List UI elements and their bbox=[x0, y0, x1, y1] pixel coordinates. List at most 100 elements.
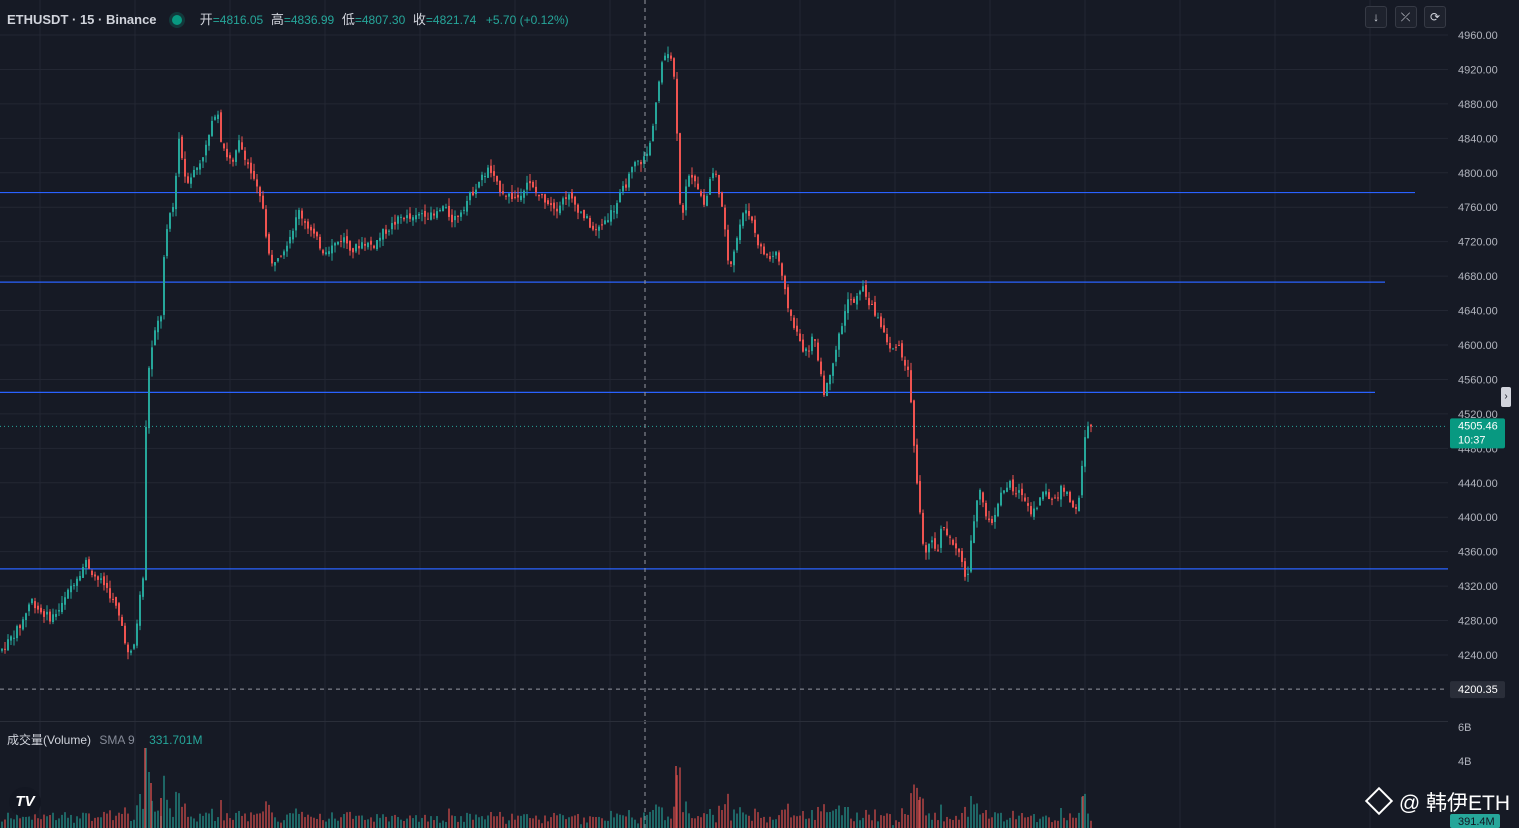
volume-bar bbox=[628, 810, 630, 828]
volume-bar bbox=[298, 813, 300, 828]
candle-body bbox=[727, 229, 729, 261]
symbol-title[interactable]: ETHUSDT · 15 · Binance bbox=[7, 12, 157, 27]
volume-bar bbox=[310, 816, 312, 828]
volume-bar bbox=[961, 812, 963, 828]
candle-body bbox=[991, 518, 993, 523]
volume-bar bbox=[253, 814, 255, 828]
candle-body bbox=[109, 588, 111, 599]
candle-body bbox=[103, 576, 105, 586]
candle-body bbox=[439, 209, 441, 211]
volume-bar bbox=[547, 821, 549, 828]
candle-body bbox=[892, 348, 894, 350]
candle-body bbox=[835, 349, 837, 362]
candle-body bbox=[802, 339, 804, 352]
candle-body bbox=[886, 334, 888, 343]
candle-body bbox=[715, 173, 717, 175]
volume-bar bbox=[235, 812, 237, 828]
volume-bar bbox=[31, 819, 33, 828]
volume-bar bbox=[616, 813, 618, 828]
volume-bar bbox=[913, 784, 915, 828]
candle-body bbox=[904, 359, 906, 366]
volume-bar bbox=[925, 815, 927, 828]
candle-body bbox=[400, 216, 402, 218]
candle-body bbox=[757, 234, 759, 246]
candle-body bbox=[7, 639, 9, 651]
volume-bar bbox=[415, 815, 417, 828]
candle-body bbox=[577, 204, 579, 213]
candle-body bbox=[796, 325, 798, 332]
candle-body bbox=[637, 160, 639, 162]
volume-last-label: 391.4M bbox=[1458, 816, 1495, 828]
candle-body bbox=[451, 214, 453, 223]
candle-body bbox=[931, 540, 933, 543]
volume-bar bbox=[508, 820, 510, 828]
volume-bar bbox=[430, 816, 432, 828]
volume-bar bbox=[964, 806, 966, 828]
candle-body bbox=[76, 578, 78, 586]
candle-body bbox=[1075, 507, 1077, 509]
collapse-icon[interactable]: ⤫ bbox=[1394, 6, 1417, 28]
volume-bar bbox=[340, 817, 342, 828]
candle-body bbox=[793, 317, 795, 328]
candle-body bbox=[460, 212, 462, 217]
volume-bar bbox=[778, 815, 780, 828]
candle-body bbox=[463, 209, 465, 211]
candle-body bbox=[1039, 497, 1041, 506]
price-tick-label: 4560.00 bbox=[1458, 374, 1498, 386]
candle-body bbox=[469, 192, 471, 201]
volume-bar bbox=[421, 817, 423, 828]
volume-bar bbox=[451, 815, 453, 828]
candle-body bbox=[1030, 506, 1032, 515]
candle-body bbox=[982, 492, 984, 503]
candle-body bbox=[955, 543, 957, 549]
volume-bar bbox=[91, 820, 93, 828]
volume-bar bbox=[109, 810, 111, 828]
candle-body bbox=[382, 228, 384, 240]
candle-body bbox=[292, 230, 294, 240]
volume-bar bbox=[412, 818, 414, 828]
volume-bar bbox=[724, 804, 726, 828]
volume-bar bbox=[424, 814, 426, 828]
volume-bar bbox=[160, 798, 162, 828]
market-status-icon[interactable] bbox=[172, 15, 183, 25]
volume-bar bbox=[985, 810, 987, 828]
volume-bar bbox=[1006, 819, 1008, 828]
candle-body bbox=[580, 211, 582, 213]
candle-body bbox=[145, 426, 147, 581]
candle-body bbox=[31, 599, 33, 604]
price-tick-label: 4680.00 bbox=[1458, 271, 1498, 283]
candle-body bbox=[1021, 488, 1023, 496]
volume-bar bbox=[796, 816, 798, 828]
volume-bar bbox=[598, 816, 600, 828]
arrow-down-icon[interactable]: ↓ bbox=[1365, 6, 1388, 28]
price-tick-label: 4520.00 bbox=[1458, 409, 1498, 421]
fullscreen-icon[interactable]: ⟳ bbox=[1424, 6, 1446, 28]
volume-bar bbox=[208, 813, 210, 828]
volume-bar bbox=[544, 815, 546, 828]
volume-bar bbox=[199, 813, 201, 828]
volume-bar bbox=[358, 815, 360, 828]
volume-bar bbox=[139, 793, 141, 828]
volume-bar bbox=[751, 820, 753, 828]
volume-bar bbox=[808, 818, 810, 828]
volume-bar bbox=[364, 819, 366, 828]
candle-body bbox=[256, 179, 258, 187]
chevron-right-icon[interactable]: › bbox=[1501, 387, 1511, 407]
tradingview-logo[interactable]: TV bbox=[9, 787, 41, 817]
candle-body bbox=[1069, 491, 1071, 503]
volume-bar bbox=[205, 812, 207, 828]
price-axis[interactable]: 4960.00 4920.00 4880.00 4840.00 4800.00 4760.… bbox=[1458, 30, 1498, 662]
volume-bar bbox=[604, 820, 606, 828]
volume-bar bbox=[268, 804, 270, 828]
volume-bars bbox=[1, 748, 1092, 828]
volume-bar bbox=[265, 801, 267, 828]
volume-legend[interactable]: 成交量(Volume) SMA 9 331.701M bbox=[7, 731, 202, 748]
candle-body bbox=[847, 299, 849, 314]
volume-last-tag: 391.4M bbox=[1450, 814, 1500, 828]
candle-body bbox=[826, 382, 828, 396]
candle-body bbox=[1006, 487, 1008, 492]
candle-body bbox=[658, 81, 660, 102]
candle-body bbox=[370, 240, 372, 245]
volume-bar bbox=[736, 813, 738, 828]
